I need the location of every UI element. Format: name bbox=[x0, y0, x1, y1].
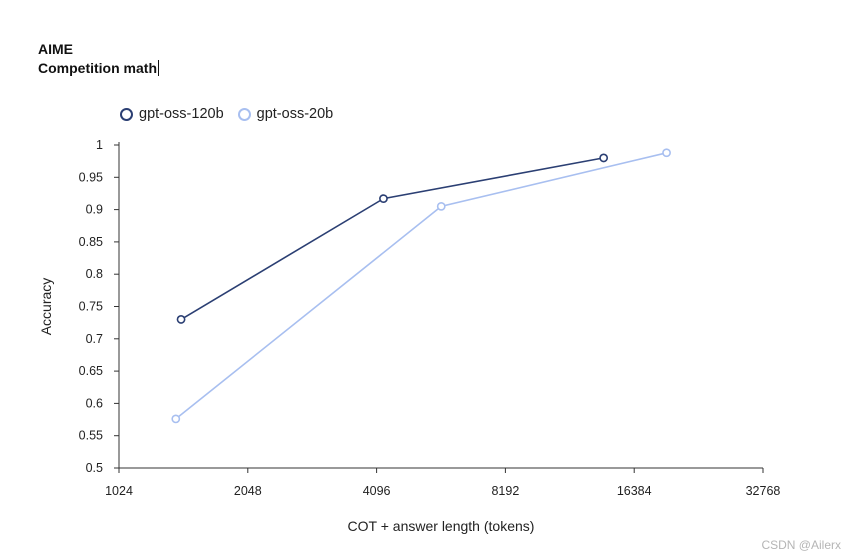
x-tick-label: 8192 bbox=[491, 484, 519, 498]
data-point-series-1 bbox=[171, 414, 181, 424]
y-tick-label: 0.65 bbox=[79, 364, 103, 378]
y-tick-label: 0.5 bbox=[86, 461, 103, 475]
y-axis-title: Accuracy bbox=[38, 278, 54, 336]
y-tick-label: 1 bbox=[96, 138, 103, 152]
chart-title: AIME bbox=[38, 41, 73, 57]
legend-label-series-1: gpt-oss-20b bbox=[256, 106, 334, 122]
x-tick-label: 1024 bbox=[105, 484, 133, 498]
y-tick-label: 0.75 bbox=[79, 300, 103, 314]
data-point-series-0 bbox=[599, 153, 609, 163]
data-point-series-1 bbox=[436, 201, 446, 211]
series-layer bbox=[171, 148, 671, 424]
text-cursor bbox=[158, 60, 159, 76]
chart-subtitle: Competition math bbox=[38, 60, 157, 76]
x-tick-label: 2048 bbox=[234, 484, 262, 498]
chart-legend: gpt-oss-120b gpt-oss-20b bbox=[120, 106, 333, 122]
chart-title-block: AIME Competition math bbox=[38, 40, 159, 78]
series-line-1 bbox=[175, 152, 667, 420]
y-tick-label: 0.6 bbox=[86, 396, 103, 410]
axes: 0.5 0.55 0.6 0.65 0.7 0.75 0.8 0.85 0.9 0.95 1 1024… bbox=[38, 138, 780, 534]
y-tick-label: 0.7 bbox=[86, 332, 103, 346]
y-tick-label: 0.95 bbox=[79, 170, 103, 184]
y-tick-label: 0.85 bbox=[79, 235, 103, 249]
data-point-series-0 bbox=[379, 194, 388, 204]
y-tick-label: 0.9 bbox=[86, 203, 103, 217]
watermark: CSDN @Ailerx bbox=[761, 538, 841, 552]
legend-item-series-0: gpt-oss-120b bbox=[120, 106, 224, 122]
y-tick-label: 0.55 bbox=[79, 429, 103, 443]
chart-subtitle-wrap: Competition math bbox=[38, 59, 159, 78]
data-point-series-1 bbox=[662, 148, 671, 158]
x-axis-title: COT + answer length (tokens) bbox=[348, 518, 535, 534]
y-tick-label: 0.8 bbox=[86, 267, 103, 281]
legend-marker-series-0 bbox=[120, 107, 133, 121]
x-tick-label: 32768 bbox=[746, 484, 781, 498]
x-tick-label: 4096 bbox=[363, 484, 391, 498]
legend-marker-series-1 bbox=[237, 107, 251, 121]
legend-item-series-1: gpt-oss-20b bbox=[237, 106, 334, 122]
legend-label-series-0: gpt-oss-120b bbox=[139, 106, 224, 122]
data-point-series-0 bbox=[176, 315, 186, 324]
x-tick-label: 16384 bbox=[617, 484, 652, 498]
